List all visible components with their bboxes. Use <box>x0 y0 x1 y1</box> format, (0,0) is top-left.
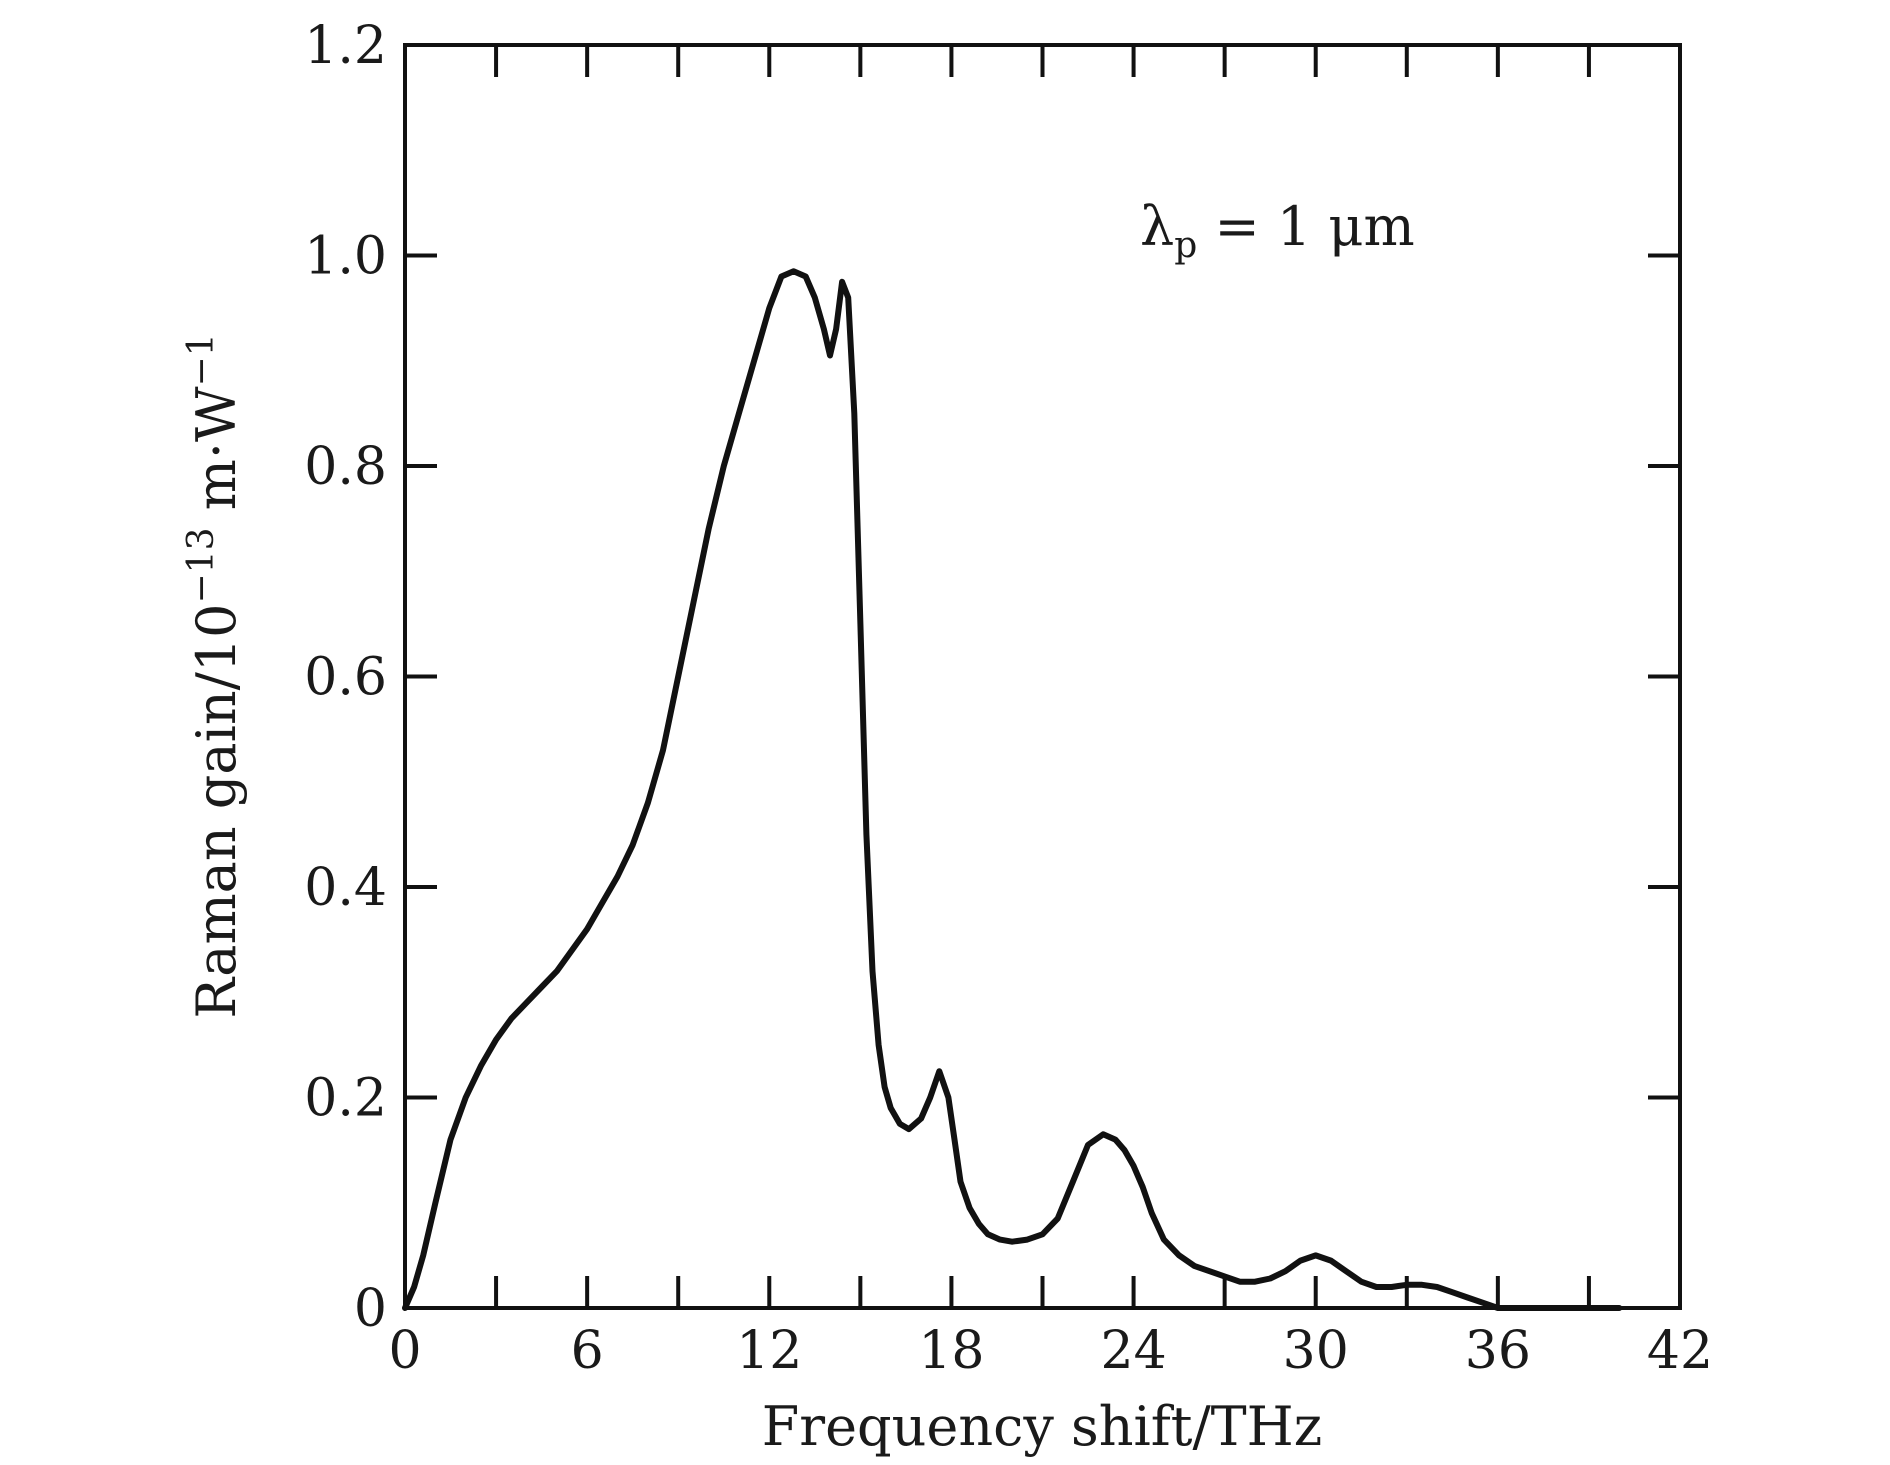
axis-ticks <box>403 43 1682 1310</box>
y-tick-label: 0.8 <box>304 437 387 497</box>
x-tick-label: 12 <box>736 1321 802 1381</box>
annotation-lambda: λ <box>1140 195 1174 258</box>
y-axis-title-unit: m·W <box>185 386 248 528</box>
y-axis-title-unit-exponent: −1 <box>181 333 222 386</box>
y-tick-label: 0.6 <box>304 648 387 708</box>
y-axis-title: Raman gain/10−13 m·W−1 <box>181 333 248 1018</box>
y-axis-title-base: Raman gain/10 <box>185 603 248 1018</box>
x-tick-label: 18 <box>918 1321 984 1381</box>
x-tick-label: 42 <box>1647 1321 1713 1381</box>
x-tick-label: 36 <box>1465 1321 1531 1381</box>
y-tick-label: 0.4 <box>304 858 387 918</box>
x-tick-label: 30 <box>1283 1321 1349 1381</box>
x-tick-label: 24 <box>1100 1321 1166 1381</box>
y-tick-label: 1.0 <box>304 227 387 287</box>
series-line <box>402 268 1623 1311</box>
x-tick-label: 0 <box>388 1321 421 1381</box>
x-tick-label: 6 <box>571 1321 604 1381</box>
axis-tick-labels: 0 6 12 18 24 30 36 42 0 0.2 0.4 0.6 0.8 1.0 1.2 <box>304 16 1713 1381</box>
x-axis-title: Frequency shift/THz <box>762 1395 1322 1458</box>
pump-wavelength-annotation: λp = 1 μm <box>1140 195 1415 266</box>
y-tick-label: 0.2 <box>304 1069 387 1129</box>
y-tick-label: 0 <box>354 1279 387 1339</box>
annotation-value: = 1 μm <box>1197 195 1414 258</box>
annotation-subscript: p <box>1174 225 1197 266</box>
y-axis-title-exponent: −13 <box>181 527 222 603</box>
y-tick-label: 1.2 <box>304 16 387 76</box>
plot-frame <box>403 43 1682 1310</box>
